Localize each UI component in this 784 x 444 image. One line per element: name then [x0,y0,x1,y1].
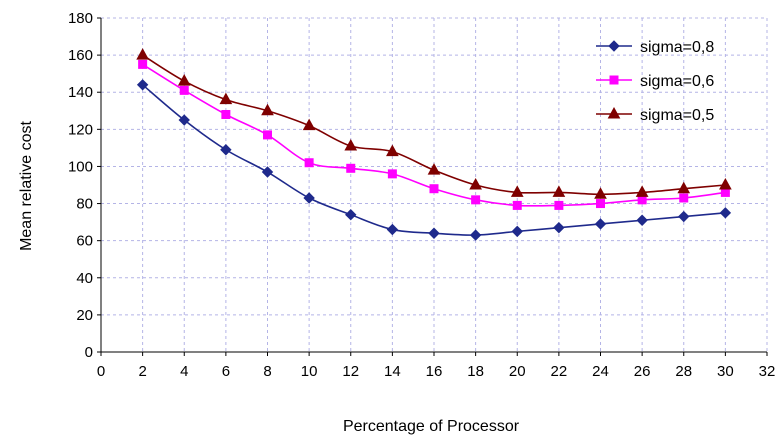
x-tick-label: 2 [138,363,146,380]
x-tick-label: 6 [222,363,230,380]
x-tick-label: 0 [97,363,105,380]
data-point [594,218,607,230]
data-point [469,177,482,190]
legend-item: sigma=0,8 [596,39,714,56]
data-point [386,223,399,236]
x-tick-label: 12 [342,363,359,380]
data-point [136,79,149,91]
x-tick-label: 18 [467,363,484,380]
data-point [719,207,732,219]
data-point [177,74,191,86]
x-tick-label: 20 [509,363,526,380]
data-point [429,184,439,194]
grid [101,17,768,352]
x-tick-label: 32 [759,363,776,380]
data-point [220,144,232,156]
x-tick-label: 30 [717,363,734,380]
x-tick-label: 26 [634,363,651,380]
data-point [346,163,356,173]
y-tick-label: 160 [68,47,93,64]
data-point [719,177,732,190]
legend-marker [607,106,621,119]
x-tick-label: 16 [426,363,443,380]
y-tick-label: 0 [85,344,93,361]
data-point [596,199,605,209]
x-tick-label: 28 [675,363,692,380]
series-1 [136,79,732,241]
data-point [387,169,397,179]
x-axis-title: Percentage of Processor [343,418,520,435]
data-point [219,92,233,105]
data-point [637,195,647,205]
data-point [302,118,316,131]
series-2 [138,59,730,210]
data-point [428,227,440,239]
x-tick-label: 22 [551,363,568,380]
data-point [471,195,481,205]
x-tick-label: 14 [384,363,401,380]
series-group [136,48,732,241]
data-point [304,158,314,168]
y-tick-label: 60 [76,233,93,250]
data-point [136,48,149,60]
data-point [469,229,482,241]
data-point [635,185,649,197]
data-point [178,114,190,126]
legend-label: sigma=0,5 [640,107,714,124]
data-point [179,85,189,95]
legend-item: sigma=0,6 [596,73,714,90]
y-tick-label: 140 [68,84,93,101]
data-point [511,225,523,238]
x-tick-label: 4 [180,363,188,380]
legend: sigma=0,8 sigma=0,6 sigma=0,5 [596,39,714,124]
legend-label: sigma=0,8 [640,39,714,56]
data-point [345,208,357,221]
data-point [138,59,148,69]
data-point [720,187,730,197]
y-tick-label: 180 [68,10,93,27]
legend-item: sigma=0,5 [596,106,714,124]
y-tick-label: 100 [68,158,93,175]
x-tick-label: 24 [592,363,609,380]
data-point [221,109,231,119]
data-point [263,130,272,140]
data-point [554,200,564,210]
y-axis-title: Mean relative cost [18,121,35,251]
data-point [679,193,689,203]
data-point [386,144,399,157]
data-point [344,138,358,151]
y-tick-label: 40 [76,270,93,287]
data-point [677,181,691,194]
x-tick-label: 10 [301,363,318,380]
data-point [512,200,522,210]
y-tick-label: 20 [76,307,93,324]
y-tick-label: 120 [68,121,93,138]
data-point [552,185,566,197]
data-point [553,221,565,234]
data-point [594,187,607,199]
data-point [510,185,524,197]
data-point [636,214,648,226]
data-point [303,192,315,204]
series-3 [136,48,732,199]
data-point [678,210,690,223]
legend-marker [608,40,620,52]
legend-label: sigma=0,6 [640,73,714,90]
y-tick-label: 80 [76,196,93,213]
legend-marker [609,75,619,85]
data-point [261,166,274,178]
data-point [261,103,274,116]
data-point [427,163,441,175]
x-tick-label: 8 [263,363,271,380]
